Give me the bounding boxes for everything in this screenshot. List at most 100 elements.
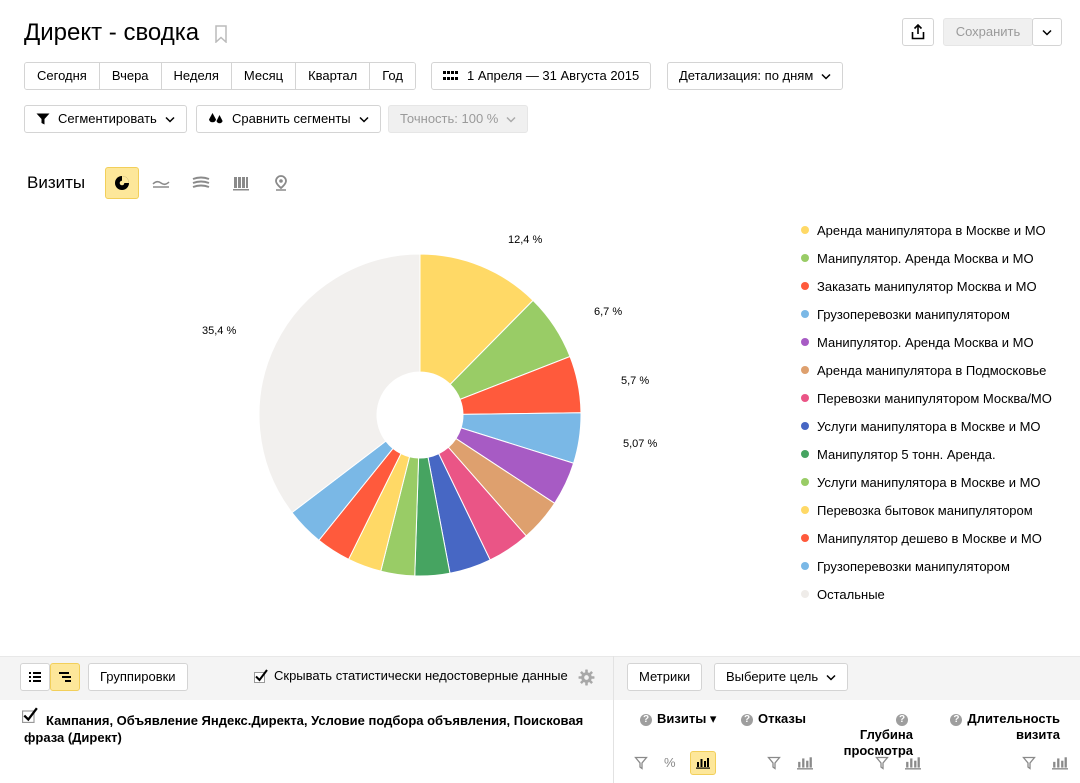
bar-chart-icon[interactable]: [905, 756, 921, 770]
chart-type-map[interactable]: [264, 167, 298, 199]
map-pin-icon: [275, 175, 287, 191]
legend-item-12[interactable]: Манипулятор дешево в Москве и МО: [801, 524, 1052, 552]
metric-title: Визиты: [27, 173, 86, 192]
slice-label-4: 5,07 %: [623, 438, 658, 450]
help-icon[interactable]: ?: [640, 714, 652, 726]
legend-item-14[interactable]: Остальные: [801, 580, 1052, 608]
calendar-icon: [443, 71, 458, 80]
chart-legend: Аренда манипулятора в Москве и МО Манипул…: [801, 216, 1052, 608]
column-bounces-label: Отказы: [758, 711, 806, 726]
line-chart-icon: [152, 180, 170, 188]
metrics-button[interactable]: Метрики: [627, 663, 703, 691]
pie-chart-icon: [115, 176, 129, 190]
help-icon[interactable]: ?: [896, 714, 908, 726]
detail-dropdown[interactable]: Детализация: по дням: [667, 62, 844, 90]
legend-label: Заказать манипулятор Москва и МО: [817, 278, 1037, 294]
chevron-down-icon: [506, 116, 516, 123]
stacked-area-icon: [192, 176, 210, 188]
legend-item-1[interactable]: Аренда манипулятора в Москве и МО: [801, 216, 1052, 244]
legend-label: Манипулятор. Аренда Москва и МО: [817, 250, 1034, 266]
period-today[interactable]: Сегодня: [25, 63, 100, 89]
legend-dot: [801, 366, 809, 374]
filter-icon[interactable]: [875, 756, 891, 770]
compare-drops-icon: [209, 113, 223, 124]
column-duration[interactable]: ? Длительность визита: [950, 711, 1060, 743]
bar-chart-icon: [233, 177, 249, 191]
legend-dot: [801, 254, 809, 262]
compare-segments-button[interactable]: Сравнить сегменты: [196, 105, 381, 133]
legend-label: Услуги манипулятора в Москве и МО: [817, 474, 1041, 490]
legend-label: Аренда манипулятора в Подмосковье: [817, 362, 1047, 378]
legend-dot: [801, 506, 809, 514]
bar-chart-icon[interactable]: [797, 756, 813, 770]
legend-item-13[interactable]: Грузоперевозки манипулятором: [801, 552, 1052, 580]
chart-type-bar[interactable]: [224, 167, 258, 199]
list-icon: [29, 672, 41, 682]
goal-dropdown[interactable]: Выберите цель: [714, 663, 849, 691]
legend-label: Манипулятор. Аренда Москва и МО: [817, 334, 1034, 350]
legend-item-4[interactable]: Грузоперевозки манипулятором: [801, 300, 1052, 328]
legend-item-10[interactable]: Услуги манипулятора в Москве и МО: [801, 468, 1052, 496]
segment-button[interactable]: Сегментировать: [24, 105, 187, 133]
filter-icon: [36, 113, 50, 125]
help-icon[interactable]: ?: [741, 714, 753, 726]
chevron-down-icon: [359, 116, 369, 123]
column-chart-toggle[interactable]: [690, 751, 716, 775]
goal-label: Выберите цель: [726, 669, 819, 684]
percent-icon[interactable]: %: [664, 755, 676, 770]
page-title: Директ - сводка: [24, 19, 200, 46]
legend-dot: [801, 394, 809, 402]
chart-type-pie[interactable]: [105, 167, 139, 199]
checkbox-checked-icon[interactable]: [22, 707, 38, 723]
export-button[interactable]: [902, 18, 934, 46]
legend-label: Перевозка бытовок манипулятором: [817, 502, 1033, 518]
period-selector: Сегодня Вчера Неделя Месяц Квартал Год: [24, 62, 416, 90]
legend-item-9[interactable]: Манипулятор 5 тонн. Аренда.: [801, 440, 1052, 468]
period-week[interactable]: Неделя: [161, 63, 232, 89]
gear-icon[interactable]: [578, 669, 595, 686]
period-yesterday[interactable]: Вчера: [99, 63, 162, 89]
legend-label: Грузоперевозки манипулятором: [817, 306, 1010, 322]
share-icon: [911, 24, 925, 40]
legend-item-11[interactable]: Перевозка бытовок манипулятором: [801, 496, 1052, 524]
bookmark-icon[interactable]: [214, 25, 228, 43]
groupings-button[interactable]: Группировки: [88, 663, 188, 691]
legend-item-7[interactable]: Перевозки манипулятором Москва/МО: [801, 384, 1052, 412]
view-list-button[interactable]: [20, 663, 50, 691]
legend-label: Остальные: [817, 586, 885, 602]
legend-item-8[interactable]: Услуги манипулятора в Москве и МО: [801, 412, 1052, 440]
save-button[interactable]: Сохранить: [943, 18, 1033, 46]
period-year[interactable]: Год: [370, 63, 415, 89]
date-range-button[interactable]: 1 Апреля — 31 Августа 2015: [431, 62, 652, 90]
chevron-down-icon: [821, 73, 831, 80]
checkbox-checked-icon: [254, 668, 268, 683]
filter-icon[interactable]: [634, 756, 650, 770]
column-depth[interactable]: ?Глубина просмотра: [843, 711, 913, 759]
bar-chart-icon[interactable]: [1052, 756, 1068, 770]
legend-dot: [801, 562, 809, 570]
legend-item-2[interactable]: Манипулятор. Аренда Москва и МО: [801, 244, 1052, 272]
chart-type-area[interactable]: [184, 167, 218, 199]
column-bounces[interactable]: ? Отказы: [741, 711, 806, 727]
legend-item-5[interactable]: Манипулятор. Аренда Москва и МО: [801, 328, 1052, 356]
detail-label: Детализация: по дням: [679, 68, 814, 83]
save-dropdown-button[interactable]: [1032, 18, 1062, 46]
period-quarter[interactable]: Квартал: [296, 63, 371, 89]
column-visits-label: Визиты ▾: [657, 711, 717, 726]
dimension-header[interactable]: Кампания, Объявление Яндекс.Директа, Усл…: [24, 713, 584, 745]
view-tree-button[interactable]: [50, 663, 80, 691]
help-icon[interactable]: ?: [950, 714, 963, 726]
chart-type-line[interactable]: [144, 167, 178, 199]
legend-item-6[interactable]: Аренда манипулятора в Подмосковье: [801, 356, 1052, 384]
period-month[interactable]: Месяц: [231, 63, 297, 89]
pie-slice-14[interactable]: [258, 253, 421, 514]
accuracy-dropdown[interactable]: Точность: 100 %: [388, 105, 529, 133]
column-visits[interactable]: ? Визиты ▾: [640, 711, 716, 727]
filter-icon[interactable]: [1022, 756, 1038, 770]
legend-item-3[interactable]: Заказать манипулятор Москва и МО: [801, 272, 1052, 300]
filter-icon[interactable]: [767, 756, 783, 770]
legend-label: Перевозки манипулятором Москва/МО: [817, 390, 1052, 406]
hide-unreliable-checkbox[interactable]: Скрывать статистически недостоверные дан…: [254, 668, 568, 683]
pie-slice-1[interactable]: [419, 253, 534, 386]
segment-label: Сегментировать: [58, 111, 157, 126]
